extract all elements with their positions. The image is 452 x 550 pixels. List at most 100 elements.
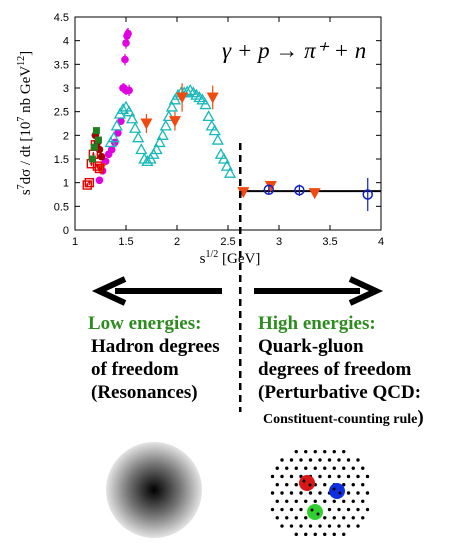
- data-point: [294, 184, 305, 196]
- data-point: [129, 121, 142, 133]
- chart-layer: 1 1.5 2 2.5 3 3.5 4 0 0.5 1 1.5 2 2.5 3 3.5 4 4.5: [54, 12, 384, 248]
- x-tick-label: 1: [72, 236, 78, 248]
- parton-dot: [356, 458, 360, 462]
- data-point-box: [84, 177, 94, 188]
- data-point: [117, 117, 125, 125]
- parton-dot: [304, 466, 308, 470]
- data-point: [150, 143, 163, 155]
- y-axis-label-exp12: 12: [16, 56, 27, 66]
- data-point: [362, 189, 373, 200]
- parton-dot: [342, 516, 346, 520]
- data-point-dot: [90, 162, 93, 165]
- data-point: [159, 119, 172, 131]
- data-point: [176, 92, 189, 104]
- parton-dot: [332, 487, 336, 491]
- data-point: [95, 176, 104, 185]
- parton-dot: [299, 458, 303, 462]
- data-point: [92, 161, 103, 171]
- parton-dot: [346, 474, 351, 479]
- parton-dot: [323, 499, 327, 503]
- data-point: [94, 163, 105, 174]
- parton-dot: [332, 499, 336, 503]
- parton-dot: [342, 499, 346, 503]
- data-point: [202, 110, 215, 122]
- x-tick-label: 2.5: [220, 236, 235, 248]
- parton-dot: [332, 516, 336, 520]
- data-point: [114, 129, 122, 137]
- parton-dot: [327, 458, 332, 462]
- data-point: [110, 119, 123, 131]
- parton-dot: [323, 466, 327, 470]
- x-tick-label: 1.5: [118, 236, 133, 248]
- parton-dot: [342, 466, 346, 470]
- parton-dot: [351, 516, 355, 520]
- parton-dot: [313, 532, 317, 537]
- parton-dot: [365, 507, 370, 512]
- data-point-box: [82, 180, 92, 190]
- data-point-dot: [86, 183, 89, 187]
- high-line-1: Quark-gluon: [258, 336, 364, 357]
- parton-dot: [280, 507, 284, 512]
- y-tick-label: 4: [63, 36, 69, 48]
- parton-dot: [308, 491, 313, 495]
- data-point-dot: [98, 167, 101, 170]
- parton-dot: [346, 524, 351, 528]
- parton-dot: [275, 466, 279, 470]
- parton-dot: [332, 532, 336, 537]
- data-point: [124, 29, 132, 38]
- parton-dot: [285, 466, 289, 470]
- parton-dot: [289, 458, 294, 462]
- parton-dot: [351, 483, 355, 487]
- parton-dot: [304, 499, 308, 503]
- parton-dot: [289, 491, 294, 495]
- data-point: [211, 133, 224, 145]
- parton-dot: [285, 483, 289, 487]
- y-tick-label: 0.5: [54, 201, 69, 213]
- parton-dot: [285, 516, 289, 520]
- arrow-left-head: [91, 276, 127, 306]
- parton-dot: [294, 449, 298, 454]
- data-point: [122, 39, 130, 47]
- parton-dot: [302, 479, 306, 483]
- data-point: [116, 102, 130, 114]
- parton-dot: [299, 491, 303, 495]
- data-point: [140, 118, 153, 130]
- parton-dot: [280, 524, 284, 528]
- quark-green: [307, 504, 323, 520]
- parton-dot: [310, 508, 314, 512]
- parton-dot: [299, 524, 303, 528]
- data-point: [263, 184, 275, 196]
- parton-dot: [270, 474, 275, 479]
- data-point: [107, 145, 116, 154]
- data-point: [206, 92, 219, 104]
- x-axis-label-exp: 1/2: [205, 249, 218, 260]
- parton-dot: [289, 507, 294, 512]
- data-point: [84, 177, 94, 188]
- parton-dot: [337, 524, 341, 528]
- data-point: [208, 124, 221, 136]
- parton-dot: [304, 532, 308, 537]
- data-point: [181, 85, 194, 97]
- parton-dot: [308, 458, 313, 462]
- data-point: [88, 155, 96, 163]
- data-point: [217, 152, 231, 164]
- y-axis-label-s: s: [18, 189, 34, 195]
- parton-dot: [318, 524, 322, 528]
- x-tick-label: 2: [174, 236, 180, 248]
- data-point: [237, 187, 250, 199]
- data-point: [223, 166, 237, 178]
- data-point: [90, 143, 98, 151]
- high-line-3: (Perturbative QCD:: [258, 382, 422, 403]
- data-point: [308, 188, 321, 200]
- parton-dot: [361, 483, 365, 487]
- parton-dot: [299, 507, 303, 512]
- y-tick-label: 3.5: [54, 59, 69, 71]
- parton-dot: [318, 474, 322, 479]
- parton-dot: [356, 507, 360, 512]
- x-tick-label: 3: [276, 236, 282, 248]
- counting-rule-paren: ): [417, 407, 424, 428]
- y-tick-label: 4.5: [54, 12, 69, 24]
- parton-dot: [361, 466, 365, 470]
- data-point-dot: [96, 164, 99, 168]
